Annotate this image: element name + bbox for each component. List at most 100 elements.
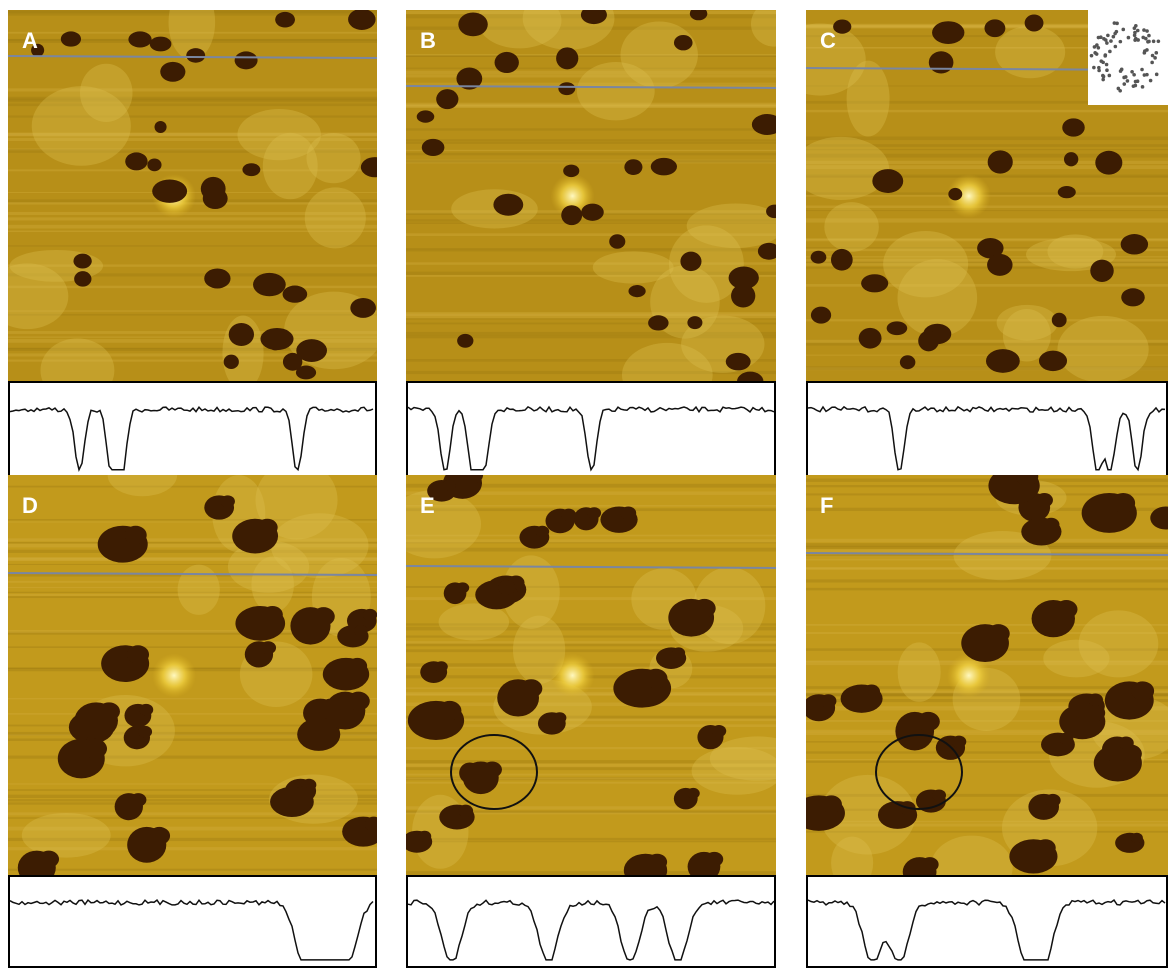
- molecule-lobe: [437, 700, 462, 721]
- bright-patch: [806, 136, 890, 200]
- molecule: [152, 179, 188, 203]
- bright-patch: [512, 615, 566, 684]
- scan-streak: [406, 837, 776, 841]
- molecule-lobe: [354, 625, 368, 637]
- scan-streak: [406, 54, 776, 57]
- bright-patch: [897, 259, 978, 337]
- scan-streak: [8, 556, 377, 560]
- scan-streak: [8, 731, 377, 736]
- scan-streak: [8, 133, 377, 136]
- molecule: [295, 365, 317, 380]
- molecule: [948, 187, 963, 201]
- bright-patch: [824, 202, 879, 252]
- scan-streak: [406, 233, 776, 237]
- bright-patch: [691, 747, 776, 795]
- inset-dot: [1112, 21, 1117, 25]
- scan-streak: [8, 133, 377, 137]
- inset-dot: [1126, 35, 1131, 40]
- scan-streak: [8, 826, 377, 831]
- molecule-lobe: [458, 804, 474, 818]
- molecule-lobe: [932, 789, 947, 802]
- scan-streak: [406, 104, 776, 108]
- scan-streak: [406, 271, 776, 275]
- bright-patch: [306, 133, 361, 184]
- scan-streak: [8, 10, 377, 14]
- scan-streak: [806, 793, 1168, 797]
- scan-streak: [8, 38, 377, 42]
- inset-dot: [1115, 21, 1119, 26]
- inset-dot: [1121, 27, 1126, 32]
- scan-streak: [406, 160, 776, 163]
- scan-streak: [8, 169, 377, 172]
- molecule: [186, 48, 206, 63]
- scan-streak: [406, 222, 776, 224]
- bright-patch: [1002, 308, 1051, 362]
- molecule: [833, 19, 852, 34]
- inset-dot: [1108, 49, 1112, 54]
- molecule: [987, 150, 1013, 174]
- inset-dot: [1136, 38, 1140, 42]
- scan-streak: [406, 312, 776, 315]
- molecule: [1095, 150, 1123, 175]
- molecule: [1057, 186, 1076, 199]
- inset-dot: [1104, 62, 1109, 67]
- molecule: [149, 36, 172, 52]
- bright-patch: [237, 109, 321, 161]
- height-profile: [407, 405, 775, 472]
- inset-dot: [1140, 85, 1145, 89]
- molecule-lobe: [535, 525, 550, 538]
- height-profile: [407, 899, 775, 961]
- scan-streak: [806, 567, 1168, 569]
- scan-streak: [8, 313, 377, 316]
- scan-streak: [406, 702, 776, 707]
- scan-streak: [406, 262, 776, 265]
- molecule: [561, 205, 583, 226]
- bright-patch: [1078, 610, 1159, 678]
- molecule: [234, 51, 258, 70]
- scan-streak: [8, 353, 377, 357]
- highlight-circle: [875, 734, 963, 810]
- bright-patch: [686, 203, 776, 248]
- scan-streak: [806, 342, 1168, 346]
- scan-streak: [406, 70, 776, 75]
- profile-line: [8, 55, 377, 59]
- scan-streak: [406, 693, 776, 696]
- molecule-lobe: [434, 661, 448, 673]
- scan-streak: [806, 808, 1168, 811]
- molecule: [348, 10, 376, 30]
- molecule: [766, 204, 776, 219]
- bright-patch: [31, 86, 131, 166]
- scan-streak: [806, 729, 1168, 733]
- scan-streak: [406, 322, 776, 325]
- scan-streak: [8, 755, 377, 759]
- bright-patch: [1057, 315, 1149, 382]
- bright-patch: [477, 10, 562, 49]
- molecule: [342, 816, 377, 847]
- molecule-lobe: [1087, 693, 1104, 707]
- scan-streak: [8, 115, 377, 118]
- scan-streak: [406, 359, 776, 362]
- molecule: [436, 89, 459, 110]
- scan-streak: [8, 631, 377, 635]
- inset-dot: [1116, 86, 1121, 91]
- scan-streak: [406, 55, 776, 57]
- scan-streak: [8, 224, 377, 229]
- scan-streak: [806, 820, 1168, 823]
- scan-streak: [806, 153, 1168, 158]
- bright-patch: [668, 225, 744, 303]
- panel-label: F: [820, 493, 833, 518]
- molecule: [558, 82, 576, 96]
- stm-panel: [406, 475, 776, 876]
- molecule-lobe: [138, 725, 153, 738]
- molecule: [1121, 288, 1145, 307]
- inset-dot: [1133, 38, 1137, 42]
- scan-streak: [8, 245, 377, 247]
- molecule: [984, 19, 1006, 38]
- molecule: [493, 193, 524, 216]
- scan-streak: [8, 273, 377, 277]
- scan-streak: [806, 176, 1168, 178]
- scan-streak: [8, 31, 377, 34]
- molecule: [128, 31, 152, 48]
- scan-streak: [8, 789, 377, 791]
